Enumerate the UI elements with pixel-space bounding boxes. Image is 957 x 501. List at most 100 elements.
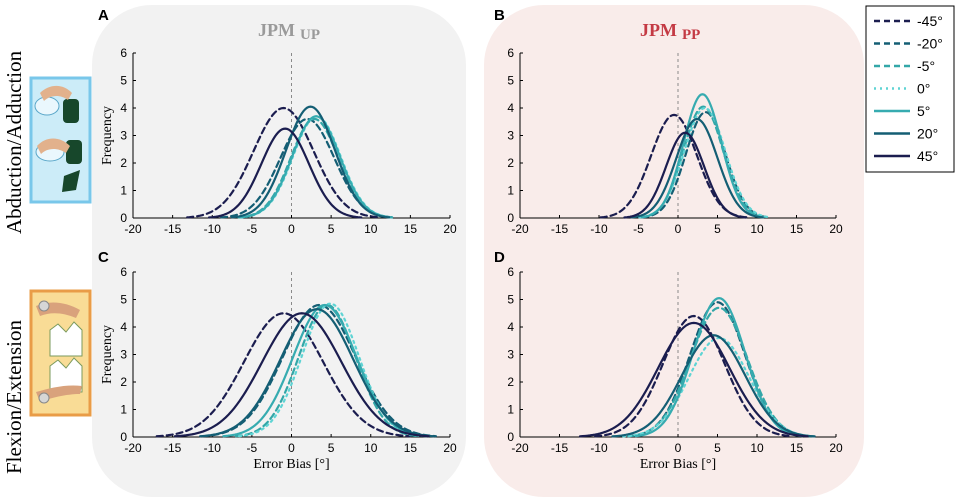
curve-c-neg20deg — [201, 303, 437, 438]
curve-a-neg45deg — [186, 106, 382, 219]
y-tick-label-b: 0 — [507, 211, 514, 225]
x-tick-label-b: 10 — [750, 222, 764, 236]
curve-b-20deg — [630, 117, 764, 219]
legend-label: -5° — [917, 58, 935, 74]
x-tick-label-d: 20 — [829, 441, 843, 455]
x-tick-label-c: 0 — [288, 441, 295, 455]
row-label-abduction-adduction: Abduction/Adduction — [2, 50, 26, 234]
x-tick-label-c: 15 — [404, 441, 418, 455]
curve-b-5deg — [640, 93, 765, 219]
curve-d-20deg — [611, 334, 816, 438]
abduction-hand-illustration — [29, 76, 92, 204]
y-tick-label-d: 4 — [507, 320, 514, 334]
x-axis-title-c: Error Bias [°] — [253, 457, 329, 472]
column-title-pp: JPM PP — [640, 20, 700, 43]
x-tick-label-c: -10 — [204, 441, 222, 455]
panel-letter-b: B — [494, 7, 505, 24]
x-tick-label-b: -15 — [551, 222, 569, 236]
y-tick-label-d: 1 — [507, 403, 514, 417]
legend: -45° -20° -5° 0° 5° 20° 45° — [865, 5, 955, 173]
y-tick-label-d: 3 — [507, 348, 514, 362]
y-tick-label-a: 6 — [120, 46, 127, 60]
y-tick-label-a: 4 — [120, 101, 127, 115]
y-tick-label-c: 6 — [120, 265, 127, 279]
x-tick-label-a: -5 — [247, 222, 258, 236]
legend-label: 20° — [917, 126, 938, 142]
curve-d-45deg — [578, 321, 809, 438]
x-tick-label-c: 20 — [443, 441, 457, 455]
curve-c-20deg — [199, 308, 435, 438]
legend-frame — [865, 5, 955, 173]
plot-panel-b: -20 -15 -10 -5 0 5 10 15 20 0 1 2 3 4 5 6 — [507, 46, 843, 236]
x-tick-label-b: -5 — [633, 222, 644, 236]
x-tick-label-b: 15 — [790, 222, 804, 236]
x-tick-label-b: 20 — [829, 222, 843, 236]
y-tick-label-b: 6 — [507, 46, 514, 60]
column-title-up-main: JPM — [258, 20, 295, 40]
x-tick-label-d: -20 — [511, 441, 529, 455]
y-axis-title-c: Frequency — [100, 325, 115, 384]
y-tick-label-b: 4 — [507, 101, 514, 115]
row-label-flexion-extension: Flexion/Extension — [2, 320, 26, 474]
y-tick-label-a: 3 — [120, 129, 127, 143]
panel-letter-d: D — [494, 249, 505, 266]
legend-label: 5° — [917, 103, 930, 119]
y-tick-label-c: 4 — [120, 320, 127, 334]
y-axis-title-a: Frequency — [100, 106, 115, 165]
curve-a-20deg — [230, 105, 391, 219]
y-tick-label-a: 0 — [120, 211, 127, 225]
x-tick-label-d: 15 — [790, 441, 804, 455]
y-tick-label-d: 5 — [507, 293, 514, 307]
curve-c-45deg — [173, 312, 430, 438]
x-tick-label-a: -20 — [124, 222, 142, 236]
panel-letter-a: A — [98, 7, 109, 24]
y-tick-label-b: 2 — [507, 156, 514, 170]
plot-panel-a: -20 -15 -10 -5 0 5 10 15 20 0 1 2 3 4 5 6 Frequency — [100, 46, 457, 236]
x-tick-label-a: 5 — [328, 222, 335, 236]
x-tick-label-d: -10 — [590, 441, 608, 455]
y-tick-label-a: 5 — [120, 74, 127, 88]
panel-letter-c: C — [98, 249, 109, 266]
column-title-pp-main: JPM — [640, 20, 677, 40]
y-tick-label-b: 5 — [507, 74, 514, 88]
y-tick-label-d: 2 — [507, 375, 514, 389]
column-title-pp-sub: PP — [682, 27, 700, 43]
background-jpm-pp — [484, 5, 864, 497]
curve-a-45deg — [207, 127, 363, 219]
x-tick-label-d: 0 — [675, 441, 682, 455]
x-tick-label-d: 10 — [750, 441, 764, 455]
legend-label: -20° — [917, 36, 943, 52]
y-tick-label-b: 1 — [507, 184, 514, 198]
x-tick-label-a: -10 — [204, 222, 222, 236]
y-tick-label-d: 0 — [507, 430, 514, 444]
y-tick-label-d: 6 — [507, 265, 514, 279]
curve-b-neg20deg — [641, 110, 770, 219]
x-tick-label-c: -5 — [247, 441, 258, 455]
y-tick-label-a: 1 — [120, 184, 127, 198]
x-tick-label-d: -15 — [551, 441, 569, 455]
y-tick-label-b: 3 — [507, 129, 514, 143]
x-tick-label-c: 5 — [328, 441, 335, 455]
flexion-hand-illustration — [29, 289, 92, 417]
curve-d-neg45deg — [594, 314, 794, 438]
curve-a-5deg — [238, 115, 394, 219]
column-title-up-sub: UP — [300, 27, 320, 43]
x-tick-label-d: 5 — [714, 441, 721, 455]
legend-label: -45° — [917, 13, 943, 29]
legend-label: 0° — [917, 81, 930, 97]
y-tick-label-c: 1 — [120, 403, 127, 417]
x-tick-label-b: 5 — [714, 222, 721, 236]
curve-c-neg45deg — [155, 312, 412, 438]
y-tick-label-c: 3 — [120, 348, 127, 362]
plot-panel-c: -20 -15 -10 -5 0 5 10 15 20 0 1 2 3 4 5 6 Frequency Error… — [100, 265, 457, 472]
x-tick-label-b: 0 — [675, 222, 682, 236]
x-tick-label-c: 10 — [364, 441, 378, 455]
x-tick-label-a: 15 — [404, 222, 418, 236]
y-tick-label-a: 2 — [120, 156, 127, 170]
x-tick-label-c: -15 — [164, 441, 182, 455]
x-tick-label-a: 20 — [443, 222, 457, 236]
x-tick-label-b: -10 — [590, 222, 608, 236]
x-tick-label-c: -20 — [124, 441, 142, 455]
plot-panel-d: -20 -15 -10 -5 0 5 10 15 20 0 1 2 3 4 5 6 Error Bias [°] — [507, 265, 843, 472]
